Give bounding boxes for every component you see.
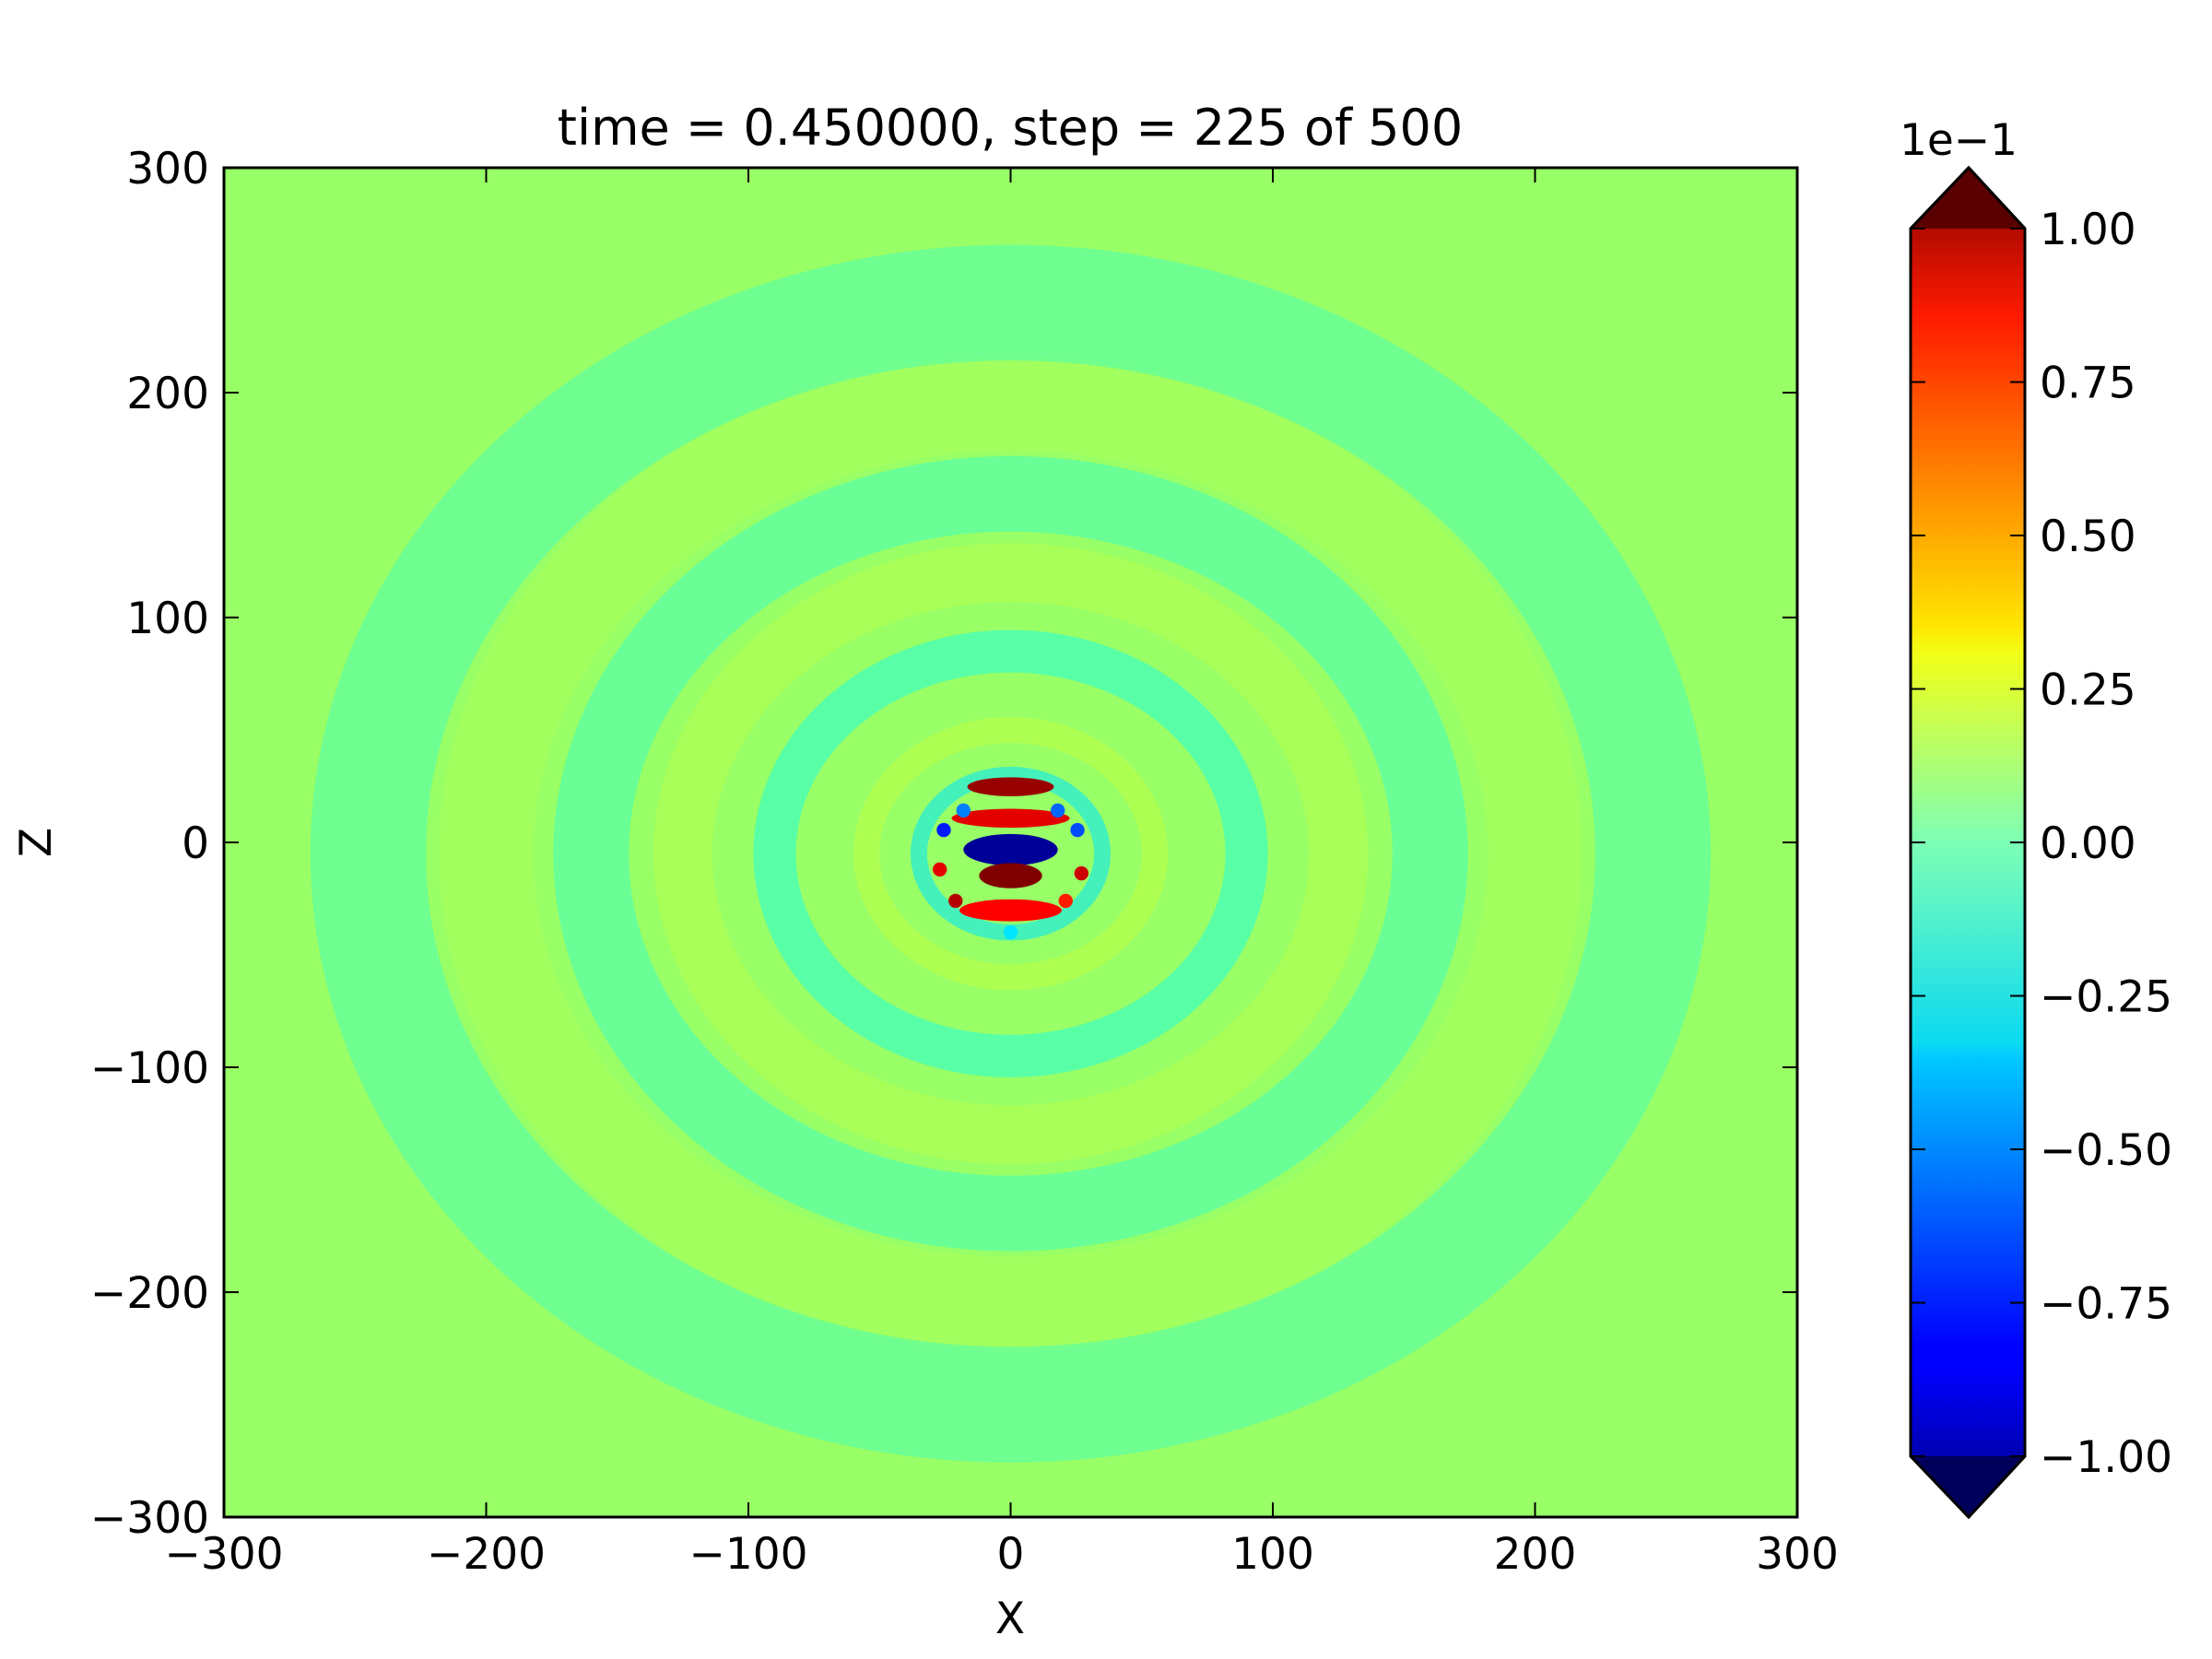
wavefront-ring-2 xyxy=(853,716,1169,991)
y-tick-label: 100 xyxy=(126,594,209,644)
colorbar: 1.00 0.75 0.50 0.25 0.00 −0.25 −0.50 −0.75 −1.00… xyxy=(1900,115,2172,1520)
wavefront-ring-3 xyxy=(753,629,1268,1077)
x-tick-label: 0 xyxy=(997,1529,1025,1580)
y-tick-label: 300 xyxy=(126,144,209,194)
source-speckle-4 xyxy=(948,893,963,909)
source-speckle-3 xyxy=(1074,865,1088,881)
wavefront-rings xyxy=(310,244,1712,1463)
colorbar-tick-label: 0.25 xyxy=(2040,665,2136,716)
x-tick-label: 200 xyxy=(1494,1529,1577,1580)
colorbar-body xyxy=(1909,165,2027,1520)
colorbar-tick-label: −0.25 xyxy=(2040,972,2172,1023)
source-band-1 xyxy=(951,808,1070,829)
y-tick-label: −200 xyxy=(90,1268,209,1319)
source-band-4 xyxy=(959,899,1062,922)
source-speckle-7 xyxy=(1051,803,1065,818)
y-tick-label: 0 xyxy=(182,818,209,869)
colorbar-tick-label: −0.75 xyxy=(2040,1279,2172,1330)
source-speckle-2 xyxy=(933,862,947,877)
source-speckle-0 xyxy=(936,822,951,838)
x-tick-label: 300 xyxy=(1756,1529,1839,1580)
source-speckle-8 xyxy=(1003,924,1018,940)
colorbar-tick-label: 1.00 xyxy=(2040,205,2136,255)
x-tick-label: 100 xyxy=(1231,1529,1314,1580)
colorbar-tick-label: 0.50 xyxy=(2040,512,2136,562)
wavefront-ring-5 xyxy=(553,455,1468,1252)
y-tick-label: −300 xyxy=(90,1493,209,1544)
source-speckle-1 xyxy=(1070,822,1085,838)
colorbar-ticks: 1.00 0.75 0.50 0.25 0.00 −0.25 −0.50 −0.75 −1.00 xyxy=(1911,205,2172,1483)
source-band-3 xyxy=(979,863,1042,888)
colorbar-top-extend xyxy=(1911,168,2025,229)
y-tick-label: −100 xyxy=(90,1043,209,1094)
colorbar-tick-label: 0.00 xyxy=(2040,818,2136,869)
colorbar-tick-label: 0.75 xyxy=(2040,359,2136,409)
colorbar-tick-label: −0.50 xyxy=(2040,1125,2172,1176)
x-tick-label: −200 xyxy=(427,1529,546,1580)
source-speckle-6 xyxy=(956,803,971,818)
chart-title: time = 0.450000, step = 225 of 500 xyxy=(558,99,1463,157)
x-tick-label: −100 xyxy=(688,1529,807,1580)
wavefront-ring-7 xyxy=(310,244,1712,1463)
source-region xyxy=(932,777,1089,940)
colorbar-bottom-extend xyxy=(1911,1456,2025,1517)
x-axis-label: X xyxy=(995,1594,1025,1644)
x-tick-label: −300 xyxy=(164,1529,283,1580)
source-band-0 xyxy=(967,777,1054,796)
y-tick-label: 200 xyxy=(126,369,209,419)
source-band-2 xyxy=(963,833,1058,866)
y-axis-label: Z xyxy=(11,828,62,857)
wavefront-ring-6 xyxy=(439,356,1583,1351)
source-speckle-5 xyxy=(1058,893,1073,909)
wavefront-ring-4 xyxy=(653,543,1369,1165)
colorbar-offset-text: 1e−1 xyxy=(1900,115,2018,166)
plot-area xyxy=(222,166,1799,1519)
y-axis: −300 −200 −100 0 100 200 300 xyxy=(90,144,1797,1544)
colorbar-tick-label: −1.00 xyxy=(2040,1432,2172,1483)
x-axis: −300 −200 −100 0 100 200 300 xyxy=(164,168,1839,1580)
